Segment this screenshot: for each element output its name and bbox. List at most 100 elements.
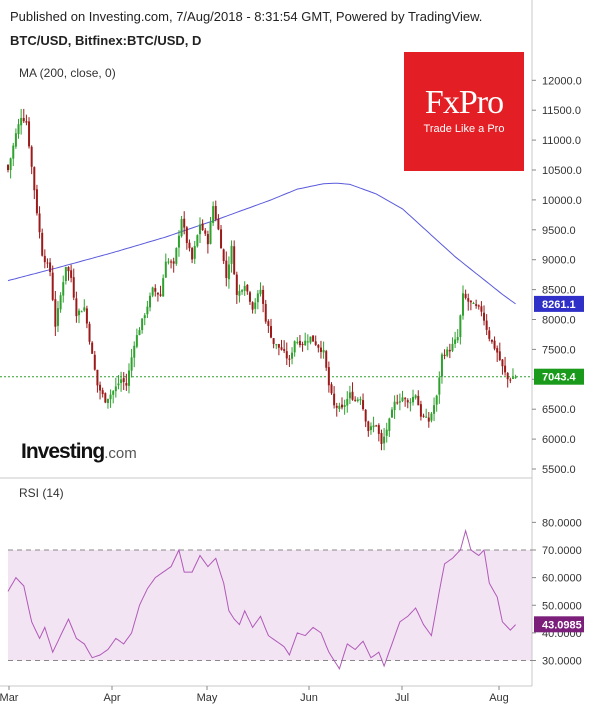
candle-body xyxy=(22,118,25,122)
candle-body xyxy=(461,293,464,316)
candle-body xyxy=(409,402,412,404)
candle-body xyxy=(175,248,178,264)
candle-body xyxy=(338,405,341,410)
candle-body xyxy=(341,404,344,408)
candle-body xyxy=(511,377,514,379)
candle-body xyxy=(480,306,483,312)
candle-body xyxy=(317,344,320,348)
candle-body xyxy=(212,206,215,223)
price-tick-label: 7500.0 xyxy=(542,344,576,356)
rsi-tick-label: 60.0000 xyxy=(542,573,582,585)
candle-body xyxy=(167,261,170,263)
candle-body xyxy=(298,340,301,346)
candle-body xyxy=(412,396,415,403)
candle-body xyxy=(283,349,286,351)
candle-body xyxy=(227,264,230,280)
candle-body xyxy=(256,293,259,303)
last-price-badge: 7043.4 xyxy=(542,372,577,384)
candle-body xyxy=(46,262,49,264)
candle-body xyxy=(130,357,133,371)
candle-body xyxy=(312,335,315,342)
candle-body xyxy=(496,348,499,353)
candle-body xyxy=(172,261,175,264)
x-tick-label: Apr xyxy=(103,692,120,704)
candle-body xyxy=(70,270,73,278)
candle-body xyxy=(62,282,65,296)
candle-body xyxy=(404,398,407,400)
price-tick-label: 10000.0 xyxy=(542,195,582,207)
rsi-value-badge-bg xyxy=(534,616,584,633)
candle-body xyxy=(204,230,207,234)
candle-body xyxy=(138,330,141,336)
candle-body xyxy=(230,245,233,264)
candle-body xyxy=(33,167,36,191)
candle-body xyxy=(177,235,180,248)
candle-body xyxy=(193,245,196,259)
candle-body xyxy=(285,351,288,359)
candle-body xyxy=(430,413,433,421)
candle-body xyxy=(72,277,75,298)
candle-body xyxy=(78,310,81,316)
candle-body xyxy=(235,274,238,295)
investing-suffix: .com xyxy=(104,445,137,462)
candle-body xyxy=(238,291,241,296)
candle-body xyxy=(419,404,422,417)
candle-body xyxy=(498,351,501,360)
candle-body xyxy=(456,337,459,341)
candle-body xyxy=(459,315,462,337)
candle-body xyxy=(67,267,70,272)
candle-body xyxy=(259,289,262,295)
candle-body xyxy=(488,330,491,339)
candle-body xyxy=(270,326,272,338)
candle-body xyxy=(93,354,96,370)
candle-body xyxy=(114,386,117,392)
candle-body xyxy=(59,295,62,310)
candle-body xyxy=(264,303,267,322)
candle-body xyxy=(351,391,354,400)
investing-logo: Investing.com xyxy=(21,440,137,464)
rsi-line xyxy=(7,528,516,670)
candle-body xyxy=(49,262,52,272)
fxpro-logo: FxPro Trade Like a Pro xyxy=(404,52,524,171)
candle-body xyxy=(425,416,428,418)
candle-body xyxy=(356,399,359,401)
candle-body xyxy=(296,342,299,344)
price-tick-label: 12000.0 xyxy=(542,75,582,87)
candle-body xyxy=(467,298,470,302)
rsi-value-badge: 43.0985 xyxy=(542,619,582,631)
x-tick-label: May xyxy=(197,692,218,704)
candle-body xyxy=(254,302,257,309)
candle-body xyxy=(188,242,191,249)
candle-body xyxy=(464,293,467,298)
candle-body xyxy=(214,206,217,220)
candle-body xyxy=(75,298,78,317)
price-tick-label: 9000.0 xyxy=(542,255,576,267)
candle-body xyxy=(127,370,130,386)
candle-body xyxy=(377,425,380,434)
candle-body xyxy=(99,384,102,391)
candle-body xyxy=(83,307,86,311)
rsi-tick-label: 50.0000 xyxy=(542,600,582,612)
candle-body xyxy=(80,311,83,313)
candle-body xyxy=(25,121,28,123)
candle-body xyxy=(262,289,265,304)
candle-body xyxy=(293,341,296,353)
candle-body xyxy=(106,398,109,403)
candle-body xyxy=(514,377,517,379)
candle-body xyxy=(64,266,67,282)
candle-body xyxy=(319,347,322,352)
candle-body xyxy=(117,383,120,386)
candle-body xyxy=(122,378,125,383)
price-tick-label: 10500.0 xyxy=(542,165,582,177)
candle-body xyxy=(196,235,199,247)
candle-body xyxy=(335,405,338,408)
candle-body xyxy=(435,395,438,405)
candle-body xyxy=(388,418,391,431)
candle-body xyxy=(490,339,493,342)
candle-body xyxy=(427,417,430,422)
candle-body xyxy=(43,255,46,263)
candle-body xyxy=(125,383,128,386)
candle-body xyxy=(143,315,146,319)
candle-body xyxy=(451,343,454,351)
